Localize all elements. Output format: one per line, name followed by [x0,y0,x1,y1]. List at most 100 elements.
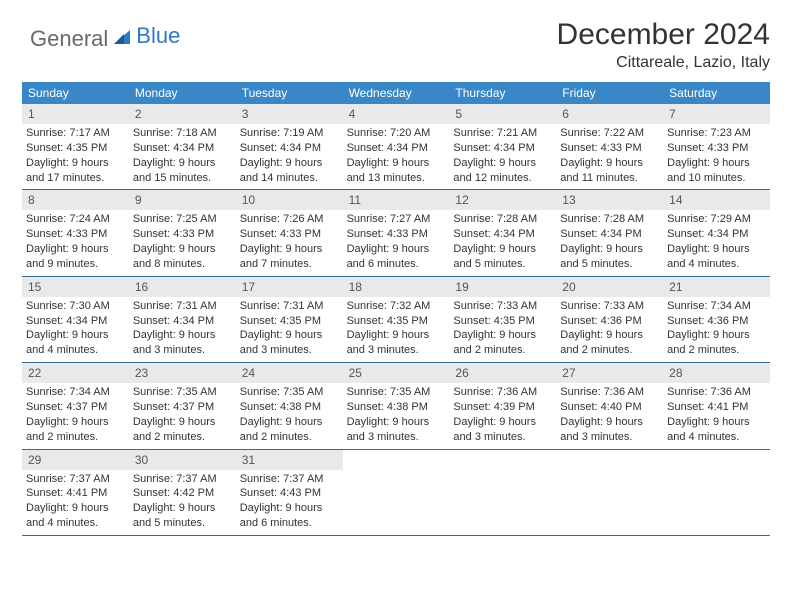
sunrise-text: Sunrise: 7:36 AM [453,385,552,400]
daylight-text-2: and 3 minutes. [133,343,232,358]
sunset-text: Sunset: 4:35 PM [453,314,552,329]
sunset-text: Sunset: 4:33 PM [560,141,659,156]
weekday-header: Monday [129,82,236,104]
daylight-text-1: Daylight: 9 hours [133,156,232,171]
day-info: Sunrise: 7:19 AMSunset: 4:34 PMDaylight:… [236,124,343,189]
day-cell: 15Sunrise: 7:30 AMSunset: 4:34 PMDayligh… [22,277,129,362]
brand-text-blue: Blue [136,23,180,49]
weekday-header: Sunday [22,82,129,104]
day-number: 9 [129,190,236,210]
day-number: 28 [663,363,770,383]
sunrise-text: Sunrise: 7:25 AM [133,212,232,227]
day-number: 21 [663,277,770,297]
sunrise-text: Sunrise: 7:17 AM [26,126,125,141]
daylight-text-2: and 5 minutes. [560,257,659,272]
day-info: Sunrise: 7:37 AMSunset: 4:42 PMDaylight:… [129,470,236,535]
sunrise-text: Sunrise: 7:31 AM [133,299,232,314]
daylight-text-2: and 4 minutes. [667,430,766,445]
day-info: Sunrise: 7:20 AMSunset: 4:34 PMDaylight:… [343,124,450,189]
day-cell: 24Sunrise: 7:35 AMSunset: 4:38 PMDayligh… [236,363,343,448]
sunrise-text: Sunrise: 7:18 AM [133,126,232,141]
sunset-text: Sunset: 4:37 PM [26,400,125,415]
daylight-text-2: and 3 minutes. [347,430,446,445]
day-info: Sunrise: 7:29 AMSunset: 4:34 PMDaylight:… [663,210,770,275]
day-info: Sunrise: 7:33 AMSunset: 4:36 PMDaylight:… [556,297,663,362]
day-number: 23 [129,363,236,383]
weekday-header: Saturday [663,82,770,104]
sunset-text: Sunset: 4:36 PM [560,314,659,329]
sunset-text: Sunset: 4:38 PM [347,400,446,415]
daylight-text-1: Daylight: 9 hours [667,415,766,430]
day-info: Sunrise: 7:28 AMSunset: 4:34 PMDaylight:… [449,210,556,275]
day-number: 5 [449,104,556,124]
day-number: 29 [22,450,129,470]
brand-sail-icon [112,28,132,51]
daylight-text-1: Daylight: 9 hours [453,415,552,430]
daylight-text-2: and 4 minutes. [667,257,766,272]
sunrise-text: Sunrise: 7:37 AM [133,472,232,487]
daylight-text-2: and 12 minutes. [453,171,552,186]
daylight-text-1: Daylight: 9 hours [560,156,659,171]
day-info: Sunrise: 7:33 AMSunset: 4:35 PMDaylight:… [449,297,556,362]
day-number: 12 [449,190,556,210]
day-cell [449,450,556,535]
sunrise-text: Sunrise: 7:26 AM [240,212,339,227]
day-info: Sunrise: 7:35 AMSunset: 4:37 PMDaylight:… [129,383,236,448]
day-cell: 18Sunrise: 7:32 AMSunset: 4:35 PMDayligh… [343,277,450,362]
day-cell: 28Sunrise: 7:36 AMSunset: 4:41 PMDayligh… [663,363,770,448]
sunset-text: Sunset: 4:40 PM [560,400,659,415]
daylight-text-1: Daylight: 9 hours [560,328,659,343]
day-info: Sunrise: 7:25 AMSunset: 4:33 PMDaylight:… [129,210,236,275]
daylight-text-2: and 4 minutes. [26,343,125,358]
sunset-text: Sunset: 4:34 PM [133,141,232,156]
sunset-text: Sunset: 4:33 PM [667,141,766,156]
day-info: Sunrise: 7:27 AMSunset: 4:33 PMDaylight:… [343,210,450,275]
day-number: 17 [236,277,343,297]
sunrise-text: Sunrise: 7:27 AM [347,212,446,227]
sunrise-text: Sunrise: 7:35 AM [240,385,339,400]
sunset-text: Sunset: 4:34 PM [453,141,552,156]
sunrise-text: Sunrise: 7:35 AM [133,385,232,400]
day-info: Sunrise: 7:21 AMSunset: 4:34 PMDaylight:… [449,124,556,189]
day-cell: 31Sunrise: 7:37 AMSunset: 4:43 PMDayligh… [236,450,343,535]
daylight-text-2: and 3 minutes. [453,430,552,445]
day-cell: 12Sunrise: 7:28 AMSunset: 4:34 PMDayligh… [449,190,556,275]
daylight-text-1: Daylight: 9 hours [133,501,232,516]
title-block: December 2024 Cittareale, Lazio, Italy [557,18,770,72]
daylight-text-1: Daylight: 9 hours [560,415,659,430]
daylight-text-1: Daylight: 9 hours [26,242,125,257]
daylight-text-2: and 17 minutes. [26,171,125,186]
day-cell: 13Sunrise: 7:28 AMSunset: 4:34 PMDayligh… [556,190,663,275]
daylight-text-2: and 13 minutes. [347,171,446,186]
daylight-text-2: and 2 minutes. [133,430,232,445]
daylight-text-1: Daylight: 9 hours [26,501,125,516]
daylight-text-1: Daylight: 9 hours [240,501,339,516]
week-row: 29Sunrise: 7:37 AMSunset: 4:41 PMDayligh… [22,450,770,536]
day-cell: 3Sunrise: 7:19 AMSunset: 4:34 PMDaylight… [236,104,343,189]
brand-text-general: General [30,26,108,52]
header: General Blue December 2024 Cittareale, L… [22,18,770,72]
daylight-text-2: and 2 minutes. [26,430,125,445]
daylight-text-1: Daylight: 9 hours [347,156,446,171]
daylight-text-1: Daylight: 9 hours [240,242,339,257]
sunset-text: Sunset: 4:39 PM [453,400,552,415]
day-cell: 26Sunrise: 7:36 AMSunset: 4:39 PMDayligh… [449,363,556,448]
daylight-text-2: and 3 minutes. [240,343,339,358]
sunrise-text: Sunrise: 7:34 AM [667,299,766,314]
day-cell: 27Sunrise: 7:36 AMSunset: 4:40 PMDayligh… [556,363,663,448]
sunrise-text: Sunrise: 7:22 AM [560,126,659,141]
day-cell: 17Sunrise: 7:31 AMSunset: 4:35 PMDayligh… [236,277,343,362]
sunrise-text: Sunrise: 7:20 AM [347,126,446,141]
day-cell: 22Sunrise: 7:34 AMSunset: 4:37 PMDayligh… [22,363,129,448]
sunrise-text: Sunrise: 7:28 AM [453,212,552,227]
sunset-text: Sunset: 4:34 PM [347,141,446,156]
sunset-text: Sunset: 4:33 PM [133,227,232,242]
sunset-text: Sunset: 4:42 PM [133,486,232,501]
daylight-text-1: Daylight: 9 hours [453,156,552,171]
day-info: Sunrise: 7:24 AMSunset: 4:33 PMDaylight:… [22,210,129,275]
day-number: 7 [663,104,770,124]
day-info: Sunrise: 7:17 AMSunset: 4:35 PMDaylight:… [22,124,129,189]
week-row: 8Sunrise: 7:24 AMSunset: 4:33 PMDaylight… [22,190,770,276]
daylight-text-2: and 6 minutes. [347,257,446,272]
sunrise-text: Sunrise: 7:31 AM [240,299,339,314]
